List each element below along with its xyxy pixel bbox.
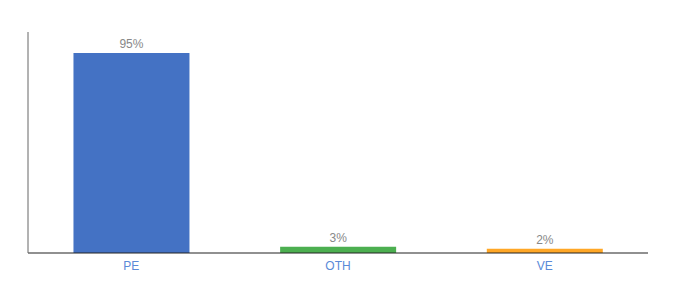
svg-text:2%: 2% bbox=[536, 233, 554, 247]
svg-text:3%: 3% bbox=[329, 231, 347, 245]
svg-text:PE: PE bbox=[123, 259, 139, 273]
svg-text:95%: 95% bbox=[119, 37, 143, 51]
svg-text:VE: VE bbox=[537, 259, 553, 273]
svg-text:OTH: OTH bbox=[325, 259, 350, 273]
